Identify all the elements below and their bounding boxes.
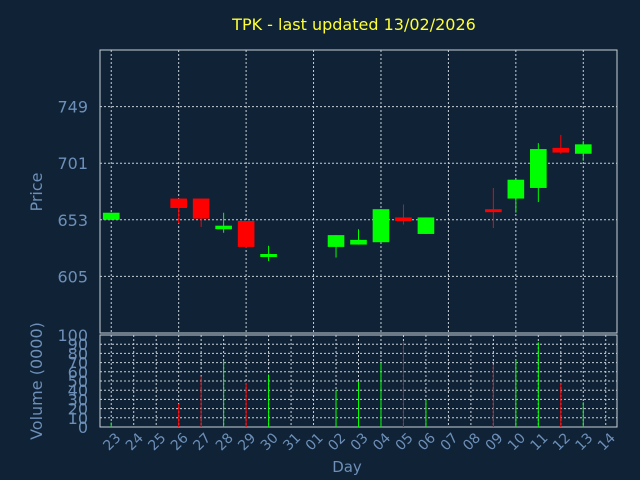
candle-body bbox=[260, 253, 277, 257]
price-grid bbox=[99, 49, 618, 334]
price-axis-label: Price bbox=[27, 172, 46, 211]
day-tick-label: 01 bbox=[303, 430, 327, 454]
price-tick-label: 749 bbox=[57, 98, 88, 117]
day-tick-label: 06 bbox=[415, 430, 439, 454]
candle-11 bbox=[530, 143, 547, 203]
candle-02 bbox=[327, 235, 345, 258]
candle-body bbox=[485, 209, 502, 213]
day-tick-label: 02 bbox=[325, 430, 349, 454]
candle-09 bbox=[485, 187, 502, 229]
day-tick-label: 07 bbox=[438, 430, 462, 454]
chart-title: TPK - last updated 13/02/2026 bbox=[231, 15, 476, 34]
volume-bars bbox=[110, 341, 584, 427]
price-tick-label: 605 bbox=[57, 267, 88, 286]
candle-body bbox=[170, 198, 187, 209]
candle-13 bbox=[574, 140, 592, 161]
volume-axis-label: Volume (0000) bbox=[27, 322, 46, 440]
candle-29 bbox=[237, 220, 255, 249]
candle-28 bbox=[215, 212, 232, 233]
day-tick-label: 28 bbox=[213, 430, 237, 454]
day-tick-label: 12 bbox=[550, 430, 574, 454]
candle-body bbox=[102, 212, 120, 220]
day-tick-label: 05 bbox=[393, 430, 417, 454]
day-tick-label: 30 bbox=[258, 430, 282, 454]
candle-body bbox=[530, 149, 547, 188]
price-candles bbox=[102, 134, 592, 262]
candle-body bbox=[552, 147, 570, 153]
day-axis-label: Day bbox=[332, 458, 362, 476]
candle-04 bbox=[372, 209, 390, 243]
volume-tick-label: 70 bbox=[68, 354, 88, 373]
candle-body bbox=[417, 217, 435, 234]
candle-body bbox=[192, 198, 210, 219]
candle-body bbox=[372, 209, 390, 243]
day-tick-label: 14 bbox=[595, 430, 619, 454]
candle-06 bbox=[417, 217, 435, 234]
day-tick-label: 23 bbox=[100, 430, 124, 454]
candle-23 bbox=[102, 212, 120, 220]
candle-body bbox=[395, 217, 412, 221]
candle-03 bbox=[350, 229, 367, 245]
day-tick-label: 29 bbox=[235, 430, 259, 454]
candle-05 bbox=[395, 204, 412, 225]
volume-tick-label: 90 bbox=[68, 335, 88, 354]
volume-tick-label: 10 bbox=[68, 409, 88, 428]
volume-tick-label: 0 bbox=[78, 418, 88, 437]
volume-tick-label: 80 bbox=[68, 344, 88, 363]
price-axis-ticks: 605 653 701 749 bbox=[57, 98, 88, 287]
day-tick-label: 08 bbox=[460, 430, 484, 454]
day-tick-label: 11 bbox=[528, 430, 552, 454]
day-tick-label: 03 bbox=[348, 430, 372, 454]
candle-30 bbox=[260, 245, 277, 262]
day-tick-label: 31 bbox=[280, 430, 304, 454]
day-tick-label: 04 bbox=[370, 430, 394, 454]
volume-tick-label: 60 bbox=[68, 363, 88, 382]
volume-tick-label: 30 bbox=[68, 390, 88, 409]
day-tick-label: 10 bbox=[505, 430, 529, 454]
day-tick-label: 25 bbox=[145, 430, 169, 454]
day-tick-label: 13 bbox=[572, 430, 596, 454]
day-tick-label: 24 bbox=[123, 430, 147, 454]
candle-body bbox=[327, 235, 345, 247]
volume-tick-label: 20 bbox=[68, 400, 88, 419]
day-tick-label: 09 bbox=[483, 430, 507, 454]
candle-body bbox=[574, 144, 592, 154]
candle-26 bbox=[170, 198, 187, 224]
price-tick-label: 701 bbox=[57, 154, 88, 173]
volume-tick-label: 40 bbox=[68, 381, 88, 400]
candle-body bbox=[237, 220, 255, 247]
day-tick-label: 26 bbox=[168, 430, 192, 454]
candle-10 bbox=[507, 179, 525, 213]
volume-tick-label: 100 bbox=[57, 326, 88, 345]
day-axis-ticks: 2324252627282930310102030405060708091011… bbox=[100, 430, 618, 454]
candle-body bbox=[507, 179, 525, 199]
volume-tick-label: 50 bbox=[68, 372, 88, 391]
candle-12 bbox=[552, 134, 570, 154]
price-tick-label: 653 bbox=[57, 211, 88, 230]
day-tick-label: 27 bbox=[190, 430, 214, 454]
candle-body bbox=[350, 239, 367, 245]
candle-27 bbox=[192, 198, 210, 227]
candle-body bbox=[215, 225, 232, 230]
price-frame bbox=[99, 49, 618, 334]
